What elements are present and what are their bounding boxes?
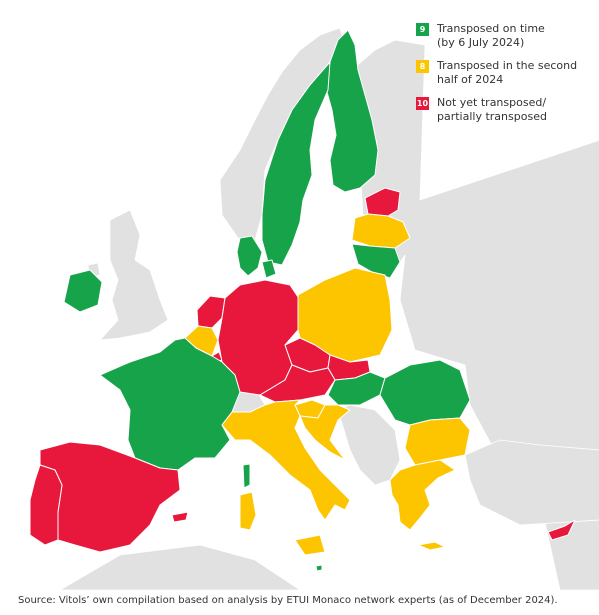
legend-item-second-half: 8 Transposed in the second half of 2024 bbox=[416, 59, 596, 87]
legend-badge-not-yet: 10 bbox=[416, 97, 429, 110]
country-denmark-islands[interactable] bbox=[261, 259, 277, 279]
country-italy[interactable] bbox=[221, 399, 351, 521]
country-cyprus[interactable] bbox=[547, 519, 576, 541]
legend-item-on-time: 9 Transposed on time (by 6 July 2024) bbox=[416, 22, 596, 50]
country-italy-sicily[interactable] bbox=[294, 534, 326, 556]
non-eu-land bbox=[59, 27, 599, 590]
legend-badge-on-time: 9 bbox=[416, 23, 429, 36]
legend-label-on-time: Transposed on time (by 6 July 2024) bbox=[437, 22, 545, 49]
country-ireland[interactable] bbox=[63, 269, 103, 313]
legend: 9 Transposed on time (by 6 July 2024) 8 … bbox=[416, 22, 596, 133]
country-finland[interactable] bbox=[324, 29, 379, 193]
country-france-corsica[interactable] bbox=[242, 463, 251, 489]
legend-item-not-yet: 10 Not yet transposed/ partially transpo… bbox=[416, 96, 596, 124]
country-croatia[interactable] bbox=[299, 404, 351, 461]
country-bulgaria[interactable] bbox=[404, 417, 471, 466]
western-balkans bbox=[337, 404, 401, 486]
legend-label-not-yet: Not yet transposed/ partially transposed bbox=[437, 96, 547, 123]
legend-badge-second-half: 8 bbox=[416, 60, 429, 73]
great-britain bbox=[99, 209, 169, 341]
legend-label-second-half: Transposed in the second half of 2024 bbox=[437, 59, 578, 86]
country-malta[interactable] bbox=[315, 564, 323, 572]
country-romania[interactable] bbox=[379, 359, 471, 426]
eu-countries bbox=[29, 29, 576, 572]
country-greece[interactable] bbox=[389, 459, 456, 531]
country-latvia[interactable] bbox=[351, 213, 411, 249]
source-note: Source: Vitols’ own compilation based on… bbox=[18, 595, 558, 606]
country-denmark[interactable] bbox=[236, 235, 263, 277]
north-africa bbox=[59, 544, 301, 590]
country-spain-balearics[interactable] bbox=[171, 511, 189, 523]
country-lithuania[interactable] bbox=[351, 243, 401, 279]
country-sweden[interactable] bbox=[261, 61, 331, 266]
country-italy-sardinia[interactable] bbox=[239, 491, 257, 531]
country-greece-crete[interactable] bbox=[417, 541, 446, 551]
europe-map bbox=[29, 27, 599, 590]
country-portugal[interactable] bbox=[29, 464, 63, 546]
turkey bbox=[464, 439, 599, 526]
